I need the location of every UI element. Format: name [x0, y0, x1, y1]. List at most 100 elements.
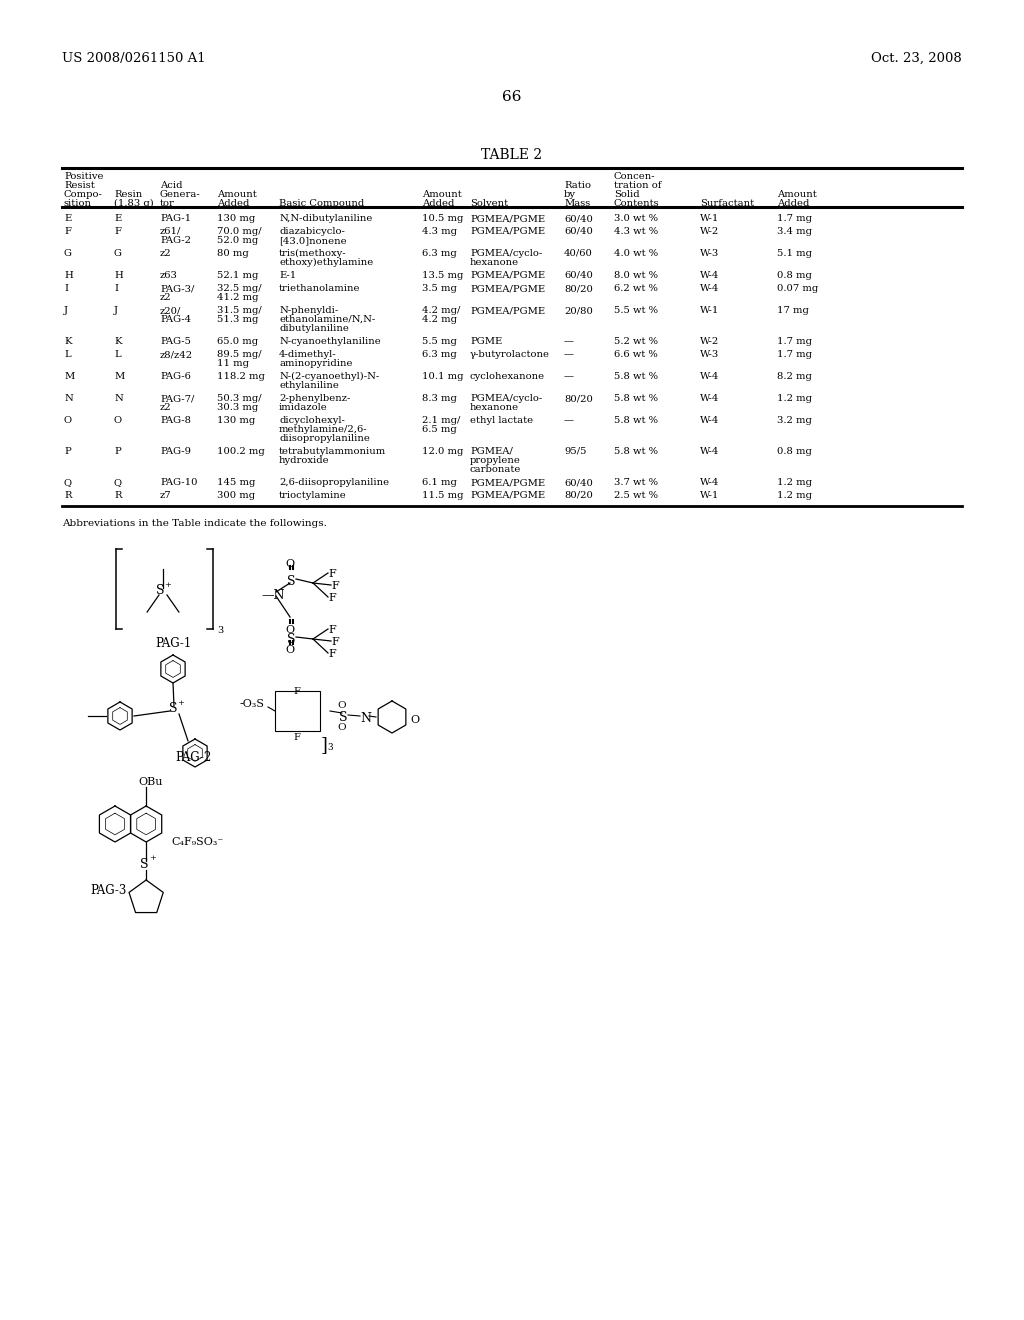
Text: PAG-5: PAG-5	[160, 337, 191, 346]
Text: N: N	[63, 393, 73, 403]
Text: PGMEA/PGME: PGMEA/PGME	[470, 306, 545, 315]
Text: P: P	[114, 447, 121, 455]
Text: O: O	[294, 560, 302, 570]
Text: E: E	[63, 214, 72, 223]
Text: Surfactant: Surfactant	[700, 199, 754, 209]
Text: S: S	[287, 634, 296, 645]
Text: K: K	[63, 337, 72, 346]
Text: PAG-2: PAG-2	[175, 751, 211, 764]
Text: S: S	[287, 576, 296, 587]
Text: H: H	[63, 271, 73, 280]
Text: trioctylamine: trioctylamine	[279, 491, 347, 500]
Text: Resin: Resin	[114, 190, 142, 199]
Text: 300 mg: 300 mg	[217, 491, 255, 500]
Text: triethanolamine: triethanolamine	[279, 284, 360, 293]
Text: N-(2-cyanoethyl)-N-: N-(2-cyanoethyl)-N-	[279, 372, 379, 381]
Text: W-1: W-1	[700, 214, 720, 223]
Text: O: O	[337, 701, 346, 710]
Text: [43.0]nonene: [43.0]nonene	[279, 236, 347, 246]
Text: propylene: propylene	[470, 455, 521, 465]
Text: Oct. 23, 2008: Oct. 23, 2008	[871, 51, 962, 65]
Text: dicyclohexyl-: dicyclohexyl-	[279, 416, 345, 425]
Text: W-3: W-3	[700, 350, 719, 359]
Text: Acid: Acid	[160, 181, 182, 190]
Text: F: F	[326, 615, 334, 624]
Text: PAG-3/: PAG-3/	[160, 284, 195, 293]
Text: 4.3 mg: 4.3 mg	[422, 227, 457, 236]
Text: 70.0 mg/: 70.0 mg/	[217, 227, 261, 236]
Text: L: L	[114, 350, 121, 359]
Text: Positive: Positive	[63, 172, 103, 181]
Text: Amount: Amount	[217, 190, 257, 199]
Text: Added: Added	[777, 199, 809, 209]
Text: N-cyanoethylaniline: N-cyanoethylaniline	[279, 337, 381, 346]
Text: F: F	[318, 569, 326, 579]
Text: 4.0 wt %: 4.0 wt %	[614, 249, 658, 257]
Text: O: O	[285, 645, 294, 655]
Text: [Acid Generator]: [Acid Generator]	[62, 532, 151, 541]
Text: Q: Q	[114, 478, 122, 487]
Text: 3: 3	[217, 626, 223, 635]
Text: F: F	[328, 593, 336, 603]
Text: K: K	[114, 337, 122, 346]
Text: Contents: Contents	[614, 199, 659, 209]
Text: ethylaniline: ethylaniline	[279, 381, 339, 389]
Text: —: —	[564, 337, 574, 346]
Text: Basic Compound: Basic Compound	[279, 199, 365, 209]
Text: 51.3 mg: 51.3 mg	[217, 315, 258, 323]
Text: 118.2 mg: 118.2 mg	[217, 372, 265, 381]
Text: Amount: Amount	[422, 190, 462, 199]
Text: —: —	[564, 416, 574, 425]
Text: F: F	[328, 649, 336, 659]
Text: 3.0 wt %: 3.0 wt %	[614, 214, 658, 223]
Text: 11 mg: 11 mg	[217, 359, 249, 368]
Text: O: O	[337, 723, 346, 733]
Text: PGMEA/PGME: PGMEA/PGME	[470, 491, 545, 500]
Text: 6.5 mg: 6.5 mg	[422, 425, 457, 434]
Text: E-1: E-1	[279, 271, 296, 280]
Text: 3.4 mg: 3.4 mg	[777, 227, 812, 236]
Text: +: +	[177, 700, 184, 708]
Text: 95/5: 95/5	[564, 447, 587, 455]
Text: PAG-7/: PAG-7/	[160, 393, 195, 403]
Text: 0.07 mg: 0.07 mg	[777, 284, 818, 293]
Text: N: N	[360, 711, 371, 725]
Text: F: F	[294, 686, 300, 696]
Text: hydroxide: hydroxide	[279, 455, 330, 465]
Text: 3.5 mg: 3.5 mg	[422, 284, 457, 293]
Text: 11.5 mg: 11.5 mg	[422, 491, 464, 500]
Text: 6.3 mg: 6.3 mg	[422, 249, 457, 257]
Text: F: F	[63, 227, 71, 236]
Text: 3: 3	[214, 624, 220, 634]
Text: W-1: W-1	[700, 306, 720, 315]
Text: 1.2 mg: 1.2 mg	[777, 491, 812, 500]
Text: z20/: z20/	[160, 306, 181, 315]
Text: 4.2 mg/: 4.2 mg/	[422, 306, 461, 315]
Text: W-2: W-2	[700, 227, 719, 236]
Text: 60/40: 60/40	[564, 227, 593, 236]
Text: —N: —N	[264, 583, 288, 597]
Text: 10.1 mg: 10.1 mg	[422, 372, 464, 381]
Text: F: F	[313, 557, 321, 568]
Bar	[275, 690, 319, 731]
Text: PAG-9: PAG-9	[160, 447, 191, 455]
Text: S: S	[286, 612, 295, 624]
Text: R: R	[63, 491, 72, 500]
Text: by: by	[564, 190, 575, 199]
Text: W-1: W-1	[700, 491, 720, 500]
Text: PGME: PGME	[470, 337, 502, 346]
Text: imidazole: imidazole	[279, 403, 328, 412]
Text: Abbreviations in the Table indicate the followings.: Abbreviations in the Table indicate the …	[62, 519, 327, 528]
Text: O: O	[114, 416, 122, 425]
Text: W-4: W-4	[700, 447, 720, 455]
Text: PAG-8: PAG-8	[160, 416, 191, 425]
Text: PAG-4: PAG-4	[160, 315, 191, 323]
Text: 130 mg: 130 mg	[217, 416, 255, 425]
Text: 1.7 mg: 1.7 mg	[777, 350, 812, 359]
Text: z7: z7	[160, 491, 172, 500]
Text: PAG-2: PAG-2	[160, 236, 191, 246]
Text: +: +	[165, 581, 171, 589]
Text: Concen-: Concen-	[614, 172, 655, 181]
Text: 5.1 mg: 5.1 mg	[777, 249, 812, 257]
Text: E: E	[114, 214, 121, 223]
